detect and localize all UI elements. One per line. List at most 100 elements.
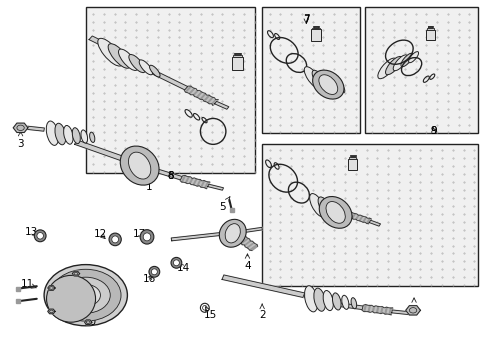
Ellipse shape: [119, 49, 138, 71]
Polygon shape: [222, 231, 225, 237]
Polygon shape: [220, 231, 223, 237]
Polygon shape: [232, 230, 235, 235]
Polygon shape: [184, 86, 191, 92]
Polygon shape: [364, 305, 368, 311]
Polygon shape: [241, 229, 244, 234]
Polygon shape: [184, 176, 189, 183]
Ellipse shape: [108, 44, 130, 68]
Ellipse shape: [326, 202, 345, 223]
Bar: [428, 26, 433, 27]
Polygon shape: [383, 307, 387, 314]
Polygon shape: [243, 229, 245, 234]
Ellipse shape: [171, 257, 182, 268]
Ellipse shape: [319, 75, 338, 94]
Ellipse shape: [310, 194, 325, 217]
Polygon shape: [203, 95, 209, 101]
Polygon shape: [249, 244, 258, 251]
Ellipse shape: [393, 55, 408, 71]
Polygon shape: [245, 241, 254, 248]
Ellipse shape: [139, 60, 152, 75]
Ellipse shape: [409, 51, 418, 63]
Polygon shape: [84, 320, 92, 324]
Polygon shape: [361, 217, 366, 222]
Ellipse shape: [320, 74, 333, 90]
Polygon shape: [48, 309, 55, 314]
Bar: [233, 55, 242, 57]
Text: 16: 16: [143, 274, 156, 284]
Polygon shape: [365, 218, 369, 224]
Bar: [350, 156, 355, 157]
Polygon shape: [357, 215, 362, 221]
Polygon shape: [347, 212, 351, 217]
Ellipse shape: [50, 269, 121, 321]
Text: 1: 1: [146, 173, 153, 192]
Ellipse shape: [112, 236, 119, 243]
Ellipse shape: [386, 57, 402, 75]
Polygon shape: [387, 308, 391, 314]
Polygon shape: [89, 36, 107, 47]
Polygon shape: [209, 98, 216, 104]
Polygon shape: [377, 306, 380, 313]
Polygon shape: [242, 239, 250, 245]
Polygon shape: [27, 126, 45, 131]
Ellipse shape: [173, 260, 179, 266]
Polygon shape: [194, 91, 200, 96]
Polygon shape: [212, 100, 218, 105]
Ellipse shape: [55, 123, 66, 145]
Polygon shape: [369, 220, 381, 226]
Ellipse shape: [128, 152, 151, 179]
Ellipse shape: [149, 65, 160, 77]
Polygon shape: [195, 91, 201, 97]
Polygon shape: [367, 218, 371, 224]
Ellipse shape: [319, 197, 352, 228]
Ellipse shape: [90, 132, 95, 143]
Ellipse shape: [149, 266, 160, 277]
Ellipse shape: [335, 204, 345, 219]
Ellipse shape: [81, 130, 88, 143]
Text: 2: 2: [259, 304, 266, 320]
Polygon shape: [200, 93, 206, 99]
Polygon shape: [197, 180, 202, 186]
Text: 7: 7: [303, 15, 310, 25]
Ellipse shape: [304, 67, 321, 88]
Text: 6: 6: [303, 292, 310, 302]
Polygon shape: [348, 212, 353, 218]
Polygon shape: [392, 310, 410, 315]
Bar: [234, 53, 241, 54]
Polygon shape: [381, 307, 384, 314]
Ellipse shape: [313, 70, 344, 99]
Ellipse shape: [46, 121, 59, 145]
Ellipse shape: [34, 230, 46, 242]
Polygon shape: [73, 271, 79, 276]
Text: 3: 3: [411, 298, 417, 315]
Polygon shape: [190, 178, 195, 185]
Text: 13: 13: [25, 227, 39, 237]
Bar: [313, 26, 319, 27]
Ellipse shape: [71, 284, 100, 306]
Polygon shape: [379, 307, 382, 314]
Ellipse shape: [61, 277, 110, 313]
Polygon shape: [245, 228, 263, 232]
Text: 12: 12: [94, 229, 107, 239]
Ellipse shape: [151, 269, 157, 275]
Polygon shape: [188, 87, 194, 94]
Polygon shape: [228, 230, 231, 236]
Bar: [428, 26, 433, 28]
Polygon shape: [222, 275, 305, 297]
Bar: [427, 28, 434, 30]
Polygon shape: [245, 241, 253, 247]
Ellipse shape: [120, 146, 159, 185]
Bar: [262, 144, 478, 286]
Polygon shape: [133, 61, 188, 90]
Ellipse shape: [336, 81, 345, 93]
Polygon shape: [206, 96, 213, 103]
Polygon shape: [362, 305, 366, 311]
Text: 3: 3: [17, 131, 24, 149]
Polygon shape: [359, 216, 364, 221]
Polygon shape: [208, 184, 223, 190]
Bar: [350, 155, 356, 157]
Polygon shape: [385, 307, 389, 314]
Polygon shape: [406, 306, 420, 315]
Bar: [314, 26, 318, 27]
Bar: [348, 159, 357, 170]
